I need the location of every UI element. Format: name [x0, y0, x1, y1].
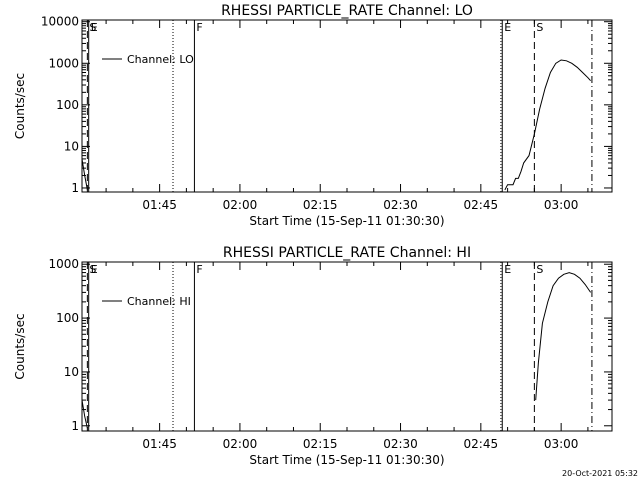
y-tick-label: 1000 [48, 56, 79, 70]
footer-timestamp: 20-Oct-2021 05:32 [562, 469, 638, 478]
series-line [81, 158, 88, 190]
x-tick-label: 02:15 [303, 437, 338, 451]
x-axis-label: Start Time (15-Sep-11 01:30:30) [249, 214, 444, 228]
y-axis-label: Counts/sec [13, 73, 27, 139]
x-axis-label: Start Time (15-Sep-11 01:30:30) [249, 453, 444, 467]
marker-label: E [91, 21, 98, 34]
x-tick-label: 02:30 [383, 198, 418, 212]
y-tick-label: 10 [64, 365, 79, 379]
marker-label: E [91, 263, 98, 276]
marker-label: S [536, 21, 543, 34]
series-line [535, 272, 592, 401]
x-tick-label: 02:15 [303, 198, 338, 212]
x-tick-label: 02:00 [223, 437, 258, 451]
series-line [504, 59, 591, 191]
panel-hi: RHESSI PARTICLE_RATE Channel: HI Start T… [13, 245, 613, 467]
chart-title: RHESSI PARTICLE_RATE Channel: LO [221, 3, 473, 19]
y-tick-label: 10 [64, 139, 79, 153]
panel-lo: RHESSI PARTICLE_RATE Channel: LO Start T… [13, 3, 613, 228]
x-tick-label: 03:00 [544, 437, 579, 451]
legend-label: Channel: HI [127, 295, 191, 308]
y-tick-label: 1000 [48, 257, 79, 271]
x-tick-label: 02:30 [383, 437, 418, 451]
legend-label: Channel: LO [127, 53, 194, 66]
x-tick-label: 01:45 [142, 437, 177, 451]
plot-frame [81, 19, 613, 193]
series-line [81, 400, 88, 429]
x-tick-label: 01:45 [142, 198, 177, 212]
marker-label: E [504, 21, 511, 34]
y-tick-label: 100 [56, 98, 79, 112]
y-tick-label: 1 [71, 181, 79, 195]
y-axis-label: Counts/sec [13, 313, 27, 379]
x-tick-label: 03:00 [544, 198, 579, 212]
y-tick-label: 100 [56, 311, 79, 325]
x-tick-label: 02:45 [464, 198, 499, 212]
marker-label: E [504, 263, 511, 276]
marker-label: F [196, 21, 202, 34]
marker-label: S [89, 263, 96, 276]
x-tick-label: 02:00 [223, 198, 258, 212]
plot-frame [81, 261, 613, 432]
x-tick-label: 02:45 [464, 437, 499, 451]
y-tick-label: 1 [71, 419, 79, 433]
marker-label: F [196, 263, 202, 276]
chart-title: RHESSI PARTICLE_RATE Channel: HI [223, 245, 471, 261]
y-tick-label: 10000 [41, 15, 79, 29]
marker-label: S [89, 21, 96, 34]
marker-label: S [536, 263, 543, 276]
